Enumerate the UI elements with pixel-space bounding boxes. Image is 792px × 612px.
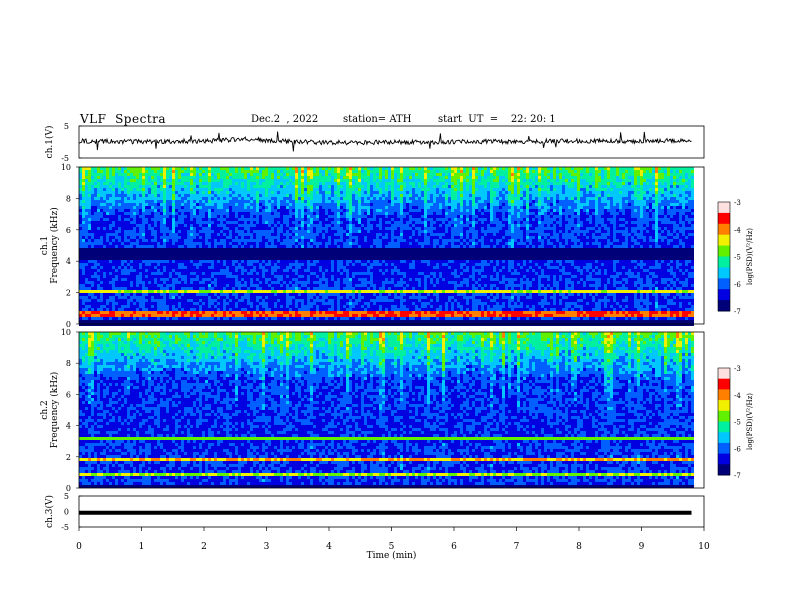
ytick-label: 8	[66, 359, 71, 368]
ytick-label: 8	[66, 194, 71, 203]
ytick-label: 5	[64, 122, 69, 131]
waveform-panel-3: ch.3(V)	[44, 495, 704, 528]
colorbar: -3 -4 -5 -6 -7 log(PSD)(V²/Hz)	[718, 199, 754, 316]
colorbar-tick-label: -3	[734, 365, 741, 373]
colorbar-tick-label: -5	[734, 419, 741, 427]
ytick-label: 6	[66, 226, 71, 235]
colorbar-tick-label: -6	[734, 445, 741, 453]
colorbar-tick-label: -7	[734, 308, 741, 316]
ylabel-channel: ch.2	[40, 400, 50, 419]
waveform-trace	[79, 132, 692, 152]
colorbar-label: log(PSD)(V²/Hz)	[746, 228, 754, 285]
ylabel: ch.3(V)	[44, 495, 55, 528]
spectrogram-panel-1: ch.1 Frequency (kHz) -3 -4 -5 -6 -7 log(PSD)(V²…	[40, 167, 754, 326]
xtick-label: 4	[326, 542, 332, 552]
ytick-label: 5	[64, 492, 69, 501]
ytick-label: 2	[66, 289, 71, 298]
xtick-label: 2	[201, 542, 207, 552]
xtick-label: 10	[698, 542, 710, 552]
colorbar: -3 -4 -5 -6 -7 log(PSD)(V²/Hz)	[718, 365, 754, 480]
ytick-label: 4	[66, 257, 71, 266]
ylabel: Frequency (kHz)	[49, 372, 60, 449]
ytick-label: 0	[64, 508, 69, 517]
ylabel: ch.1(V)	[44, 126, 55, 159]
ytick-label: 10	[61, 163, 71, 172]
ytick-label: -5	[61, 523, 69, 532]
xtick-label: 1	[139, 542, 145, 552]
spectrogram-cells	[79, 167, 694, 326]
xtick-label: 0	[76, 542, 82, 552]
waveform-panel-1: ch.1(V)	[44, 126, 704, 159]
colorbar-tick-label: -3	[734, 199, 741, 207]
ytick-label: 2	[66, 453, 71, 462]
colorbar-label: log(PSD)(V²/Hz)	[746, 393, 754, 450]
xlabel: Time (min)	[367, 550, 417, 561]
ylabel-channel: ch.1	[40, 236, 50, 255]
colorbar-tick-label: -4	[734, 226, 741, 234]
xtick-label: 3	[264, 542, 270, 552]
ytick-label: 10	[61, 328, 71, 337]
spectrogram-panel-2: ch.2 Frequency (kHz) -3 -4 -5 -6 -7 log(PSD)(V²…	[40, 332, 754, 488]
ytick-label: 4	[66, 422, 71, 431]
colorbar-tick-label: -4	[734, 392, 741, 400]
ytick-label: 6	[66, 390, 71, 399]
spectrogram-cells	[79, 332, 694, 488]
colorbar-tick-label: -7	[734, 472, 741, 480]
xtick-label: 6	[451, 542, 457, 552]
xtick-label: 7	[514, 542, 520, 552]
ytick-label: -5	[61, 154, 69, 163]
xtick-label: 8	[576, 542, 582, 552]
colorbar-tick-label: -6	[734, 281, 741, 289]
xtick-label: 9	[639, 542, 645, 552]
ylabel: Frequency (kHz)	[49, 207, 60, 284]
colorbar-tick-label: -5	[734, 254, 741, 262]
